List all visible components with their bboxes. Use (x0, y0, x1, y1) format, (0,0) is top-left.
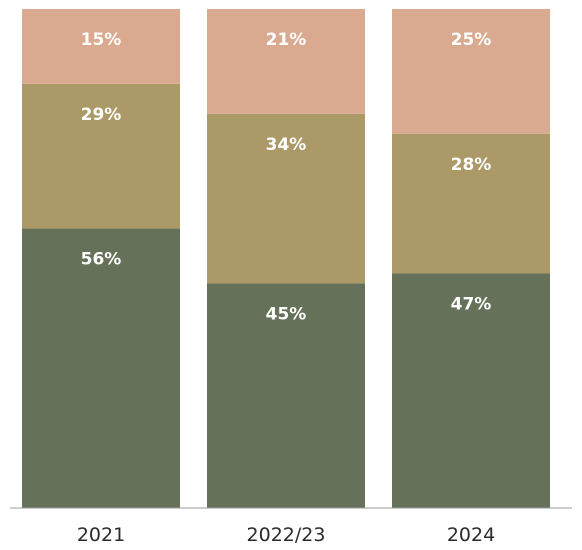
data-label: 21% (266, 30, 307, 50)
bar-segment-2022-23-s2 (207, 113, 365, 284)
bar-segment-2024-s1 (392, 273, 550, 508)
bar-segment-2022-23-s1 (207, 283, 365, 508)
x-tick-label: 2021 (77, 524, 125, 546)
data-label: 34% (266, 135, 307, 155)
bar-segment-2024-s3 (392, 9, 550, 134)
data-label: 25% (451, 30, 492, 50)
data-label: 47% (451, 294, 492, 314)
category-labels: 2021 2022/23 2024 (77, 524, 495, 546)
x-tick-label: 2024 (447, 524, 495, 546)
data-label: 28% (451, 155, 492, 175)
bar-segment-2021-s1 (22, 228, 180, 508)
bar-segment-2021-s3 (22, 9, 180, 84)
x-tick-label: 2022/23 (247, 524, 326, 546)
data-label: 29% (81, 105, 122, 125)
data-label: 56% (81, 250, 122, 270)
data-label: 45% (266, 304, 307, 324)
data-label: 15% (81, 30, 122, 50)
bar-segment-2022-23-s3 (207, 9, 365, 114)
bar-segment-2024-s2 (392, 133, 550, 274)
bars-group: 56% 29% 15% 45% 34% 21% 47% 28% 25% (22, 9, 550, 508)
bar-segment-2021-s2 (22, 83, 180, 229)
